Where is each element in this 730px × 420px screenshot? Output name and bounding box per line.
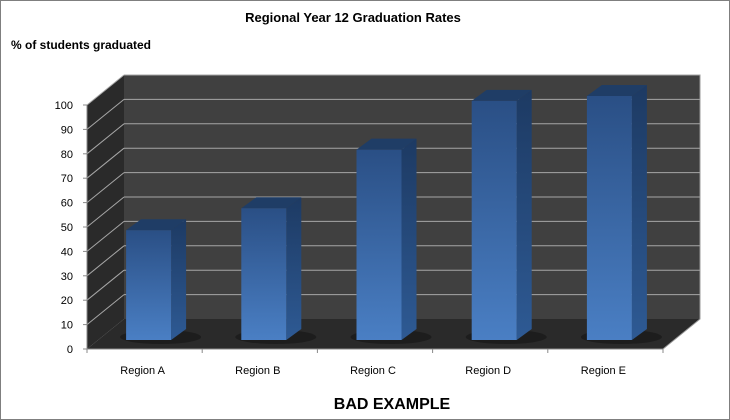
gridline-side [86, 269, 125, 301]
x-tick-label: Region E [581, 365, 626, 377]
bar-side [516, 89, 532, 340]
bar [126, 230, 172, 340]
gridline-side [86, 196, 125, 228]
y-tick-label: 60 [61, 198, 73, 210]
chart-title: Regional Year 12 Graduation Rates [245, 10, 461, 25]
gridline-side [86, 294, 125, 325]
gridline-side [86, 74, 125, 106]
gridline-side [86, 123, 125, 155]
gridline-side [86, 245, 125, 277]
y-tick-label: 90 [61, 124, 73, 136]
gridline-side [86, 99, 125, 130]
bar [471, 100, 517, 340]
y-axis-label: % of students graduated [11, 38, 151, 52]
caption: BAD EXAMPLE [334, 396, 451, 413]
x-tick-label: Region B [235, 365, 280, 377]
y-tick-label: 70 [61, 173, 73, 185]
y-tick-label: 100 [55, 100, 73, 112]
gridline-side [86, 221, 125, 252]
gridline-side [86, 172, 125, 203]
bar-side [286, 197, 302, 340]
x-tick-label: Region A [120, 365, 165, 377]
y-tick-label: 50 [61, 222, 73, 234]
bar-side [401, 138, 417, 340]
x-tick-label: Region C [350, 365, 396, 377]
bar [356, 149, 402, 340]
x-tick-label: Region D [465, 365, 511, 377]
bar [586, 96, 632, 340]
bar-top [241, 197, 302, 209]
bar-top [126, 219, 187, 231]
bar-top [356, 138, 417, 150]
y-tick-label: 0 [67, 344, 73, 356]
bar [241, 208, 287, 340]
bar-side [631, 85, 647, 340]
bar-side [171, 219, 187, 340]
bar-top [586, 85, 647, 96]
y-tick-label: 30 [61, 271, 73, 283]
gridline-side [86, 147, 125, 179]
y-tick-label: 20 [61, 295, 73, 307]
y-tick-label: 80 [61, 149, 73, 161]
y-tick-label: 10 [61, 320, 73, 332]
bar-top [471, 89, 532, 101]
y-tick-label: 40 [61, 246, 73, 258]
